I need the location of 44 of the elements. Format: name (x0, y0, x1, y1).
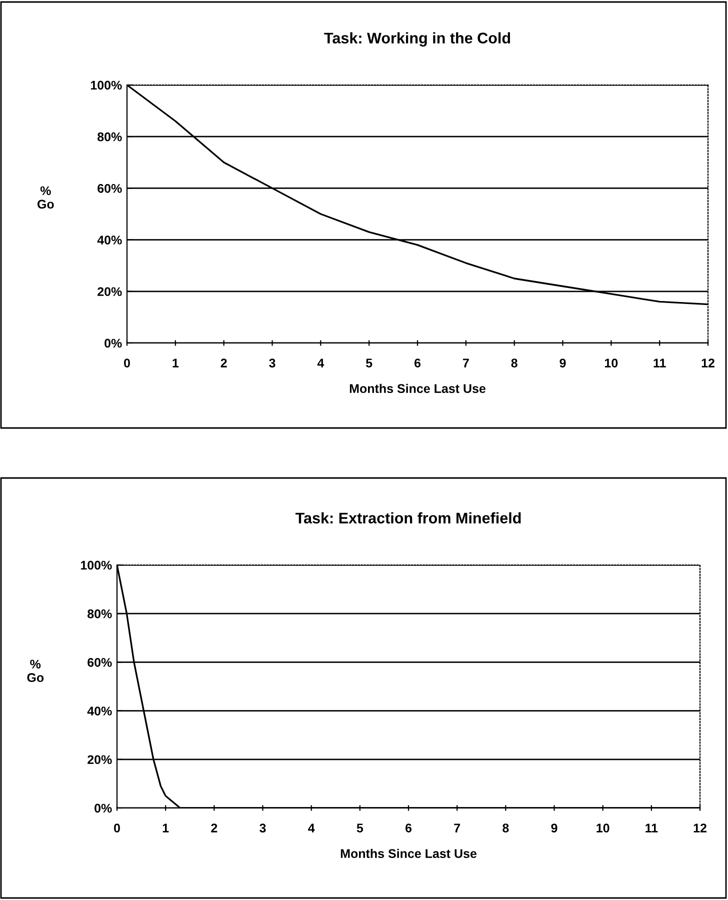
x-tick-label: 11 (646, 824, 658, 832)
x-tick-label: 6 (414, 358, 421, 368)
x-tick-label: 12 (694, 824, 706, 832)
x-tick-label: 4 (317, 358, 324, 368)
x-axis-title: Months Since Last Use (340, 848, 476, 858)
x-tick-label: 7 (462, 358, 469, 368)
y-tick-label: 0% (104, 338, 122, 348)
x-tick-label: 0 (124, 358, 130, 368)
x-tick-label: 10 (605, 358, 618, 368)
y-tick-label: 100% (90, 80, 122, 90)
x-tick-label: 10 (596, 824, 610, 832)
y-tick-label: 0% (94, 804, 112, 813)
y-tick-label: 60% (88, 658, 112, 667)
chart-title: Task: Working in the Cold (324, 32, 510, 47)
y-tick-label: 80% (88, 609, 112, 618)
y-tick-label: 20% (88, 755, 112, 764)
y-tick-label: 60% (98, 184, 122, 193)
y-tick-label: 40% (87, 706, 112, 716)
x-axis-title: Months Since Last Use (350, 384, 486, 393)
x-tick-label: 11 (654, 358, 666, 368)
x-tick-label: 5 (356, 824, 364, 832)
x-tick-label: 3 (269, 358, 276, 368)
y-tick-label: 100% (80, 560, 112, 570)
x-tick-label: 6 (405, 824, 412, 832)
x-tick-label: 2 (220, 358, 227, 368)
x-tick-label: 8 (511, 358, 518, 368)
y-tick-label: 80% (98, 132, 122, 142)
x-tick-label: 9 (560, 358, 566, 368)
x-tick-label: 3 (260, 824, 266, 832)
y-axis-title: % Go (37, 186, 54, 209)
x-tick-label: 1 (162, 824, 169, 832)
x-tick-label: 8 (502, 824, 509, 832)
chart-title: Task: Extraction from Minefield (295, 512, 521, 524)
x-tick-label: 0 (114, 824, 120, 832)
x-tick-label: 5 (366, 358, 372, 368)
y-axis-title: % Go (27, 660, 44, 682)
x-tick-label: 4 (308, 824, 315, 832)
x-tick-label: 7 (454, 824, 460, 832)
x-tick-label: 12 (702, 358, 714, 368)
y-tick-label: 40% (97, 236, 122, 244)
x-tick-label: 2 (211, 824, 218, 832)
x-tick-label: 9 (551, 824, 558, 832)
y-tick-label: 20% (98, 287, 122, 296)
x-tick-label: 1 (172, 358, 179, 368)
